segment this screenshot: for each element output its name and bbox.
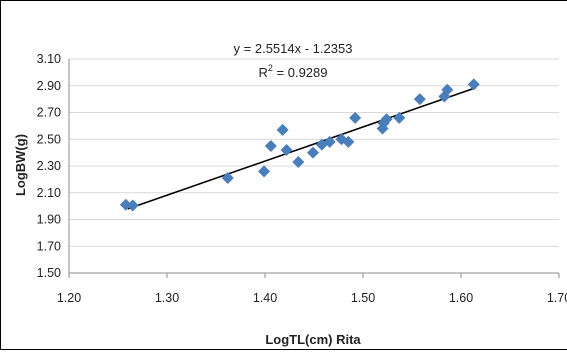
data-point — [342, 135, 355, 148]
data-point — [393, 111, 406, 124]
data-point — [349, 111, 362, 124]
data-point — [276, 123, 289, 136]
x-tick-label: 1.60 — [449, 291, 473, 305]
trendline-group — [127, 86, 476, 210]
data-point — [413, 93, 426, 106]
y-tick-label: 2.90 — [37, 79, 61, 93]
trendline-equation: y = 2.5514x - 1.2353 — [234, 41, 353, 56]
data-point — [307, 146, 320, 159]
y-tick-label: 1.90 — [37, 213, 61, 227]
y-axis-title: LogBW(g) — [13, 134, 28, 196]
x-tick-label: 1.50 — [351, 291, 375, 305]
x-tick-label: 1.20 — [57, 291, 81, 305]
y-tick-label: 1.70 — [37, 239, 61, 253]
r-squared-exponent: 2 — [268, 63, 273, 73]
y-tick-label: 2.30 — [37, 159, 61, 173]
x-tick-label: 1.70 — [547, 291, 567, 305]
data-point — [126, 199, 139, 212]
x-tick-label: 1.30 — [155, 291, 179, 305]
y-tick-label: 2.10 — [37, 186, 61, 200]
trendline — [127, 86, 476, 210]
gridlines — [69, 58, 559, 247]
y-tick-label: 1.50 — [37, 266, 61, 280]
data-point — [221, 172, 234, 185]
data-point — [323, 135, 336, 148]
x-tick-label: 1.40 — [253, 291, 277, 305]
y-tick-label: 3.10 — [37, 52, 61, 66]
y-tick-label: 2.70 — [37, 106, 61, 120]
r-squared-prefix: R — [259, 65, 268, 80]
data-points — [119, 78, 480, 212]
data-point — [380, 113, 393, 126]
y-tick-labels: 1.50 1.70 1.90 2.10 2.30 2.50 2.70 2.90 3.10 — [37, 52, 61, 280]
data-point — [467, 78, 480, 91]
data-point — [258, 165, 271, 178]
x-axis-title: LogTL(cm) Rita — [265, 332, 361, 347]
data-point — [119, 198, 132, 211]
data-point — [441, 83, 454, 96]
data-point — [280, 143, 293, 156]
x-tick-labels: 1.20 1.30 1.40 1.50 1.60 1.70 — [57, 291, 567, 305]
data-point — [264, 139, 277, 152]
r-squared-label: R2 = 0.9289 — [259, 63, 328, 80]
y-tick-label: 2.50 — [37, 132, 61, 146]
axes — [68, 59, 560, 278]
data-point — [292, 155, 305, 168]
r-squared-value: = 0.9289 — [273, 65, 328, 80]
